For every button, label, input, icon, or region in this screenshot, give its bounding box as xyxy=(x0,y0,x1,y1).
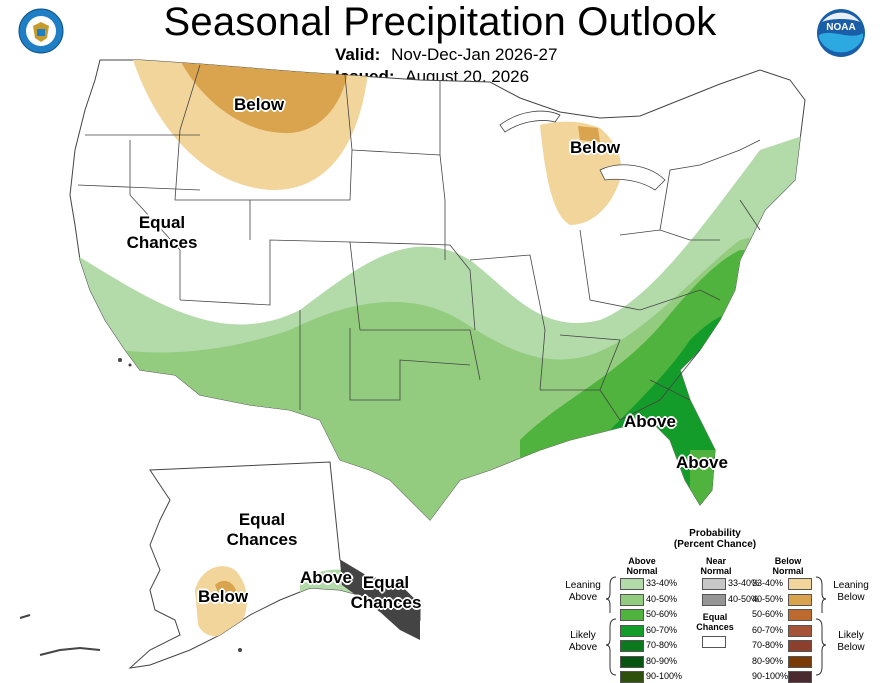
legend-above-swatch xyxy=(620,655,644,668)
legend-above-label: 70-80% xyxy=(646,640,678,650)
state-boundaries xyxy=(77,64,761,421)
legend-above-header: Above Normal xyxy=(626,556,658,576)
legend-above-label: 80-90% xyxy=(646,655,678,666)
legend-right-brace xyxy=(815,576,826,676)
valid-value: Nov-Dec-Jan 2026-27 xyxy=(391,45,558,64)
legend-below-label: 60-70% xyxy=(752,624,784,635)
label-below-alaska: Below xyxy=(198,587,249,606)
legend-equal-swatch xyxy=(702,636,726,648)
legend-near-header: Near Normal xyxy=(700,556,732,576)
legend-likely-above: Likely Above xyxy=(568,630,598,653)
legend-leaning-below: Leaning Below xyxy=(833,580,869,603)
legend-above-label: 33-40% xyxy=(646,578,678,588)
valid-line: Valid: Nov-Dec-Jan 2026-27 xyxy=(335,45,557,65)
label-equal-panhandle: Equal Chances xyxy=(350,573,422,612)
conus xyxy=(69,59,806,521)
legend-above-swatch xyxy=(620,671,644,683)
label-above-florida: Above xyxy=(676,453,728,472)
label-equal-west: Equal Chances xyxy=(126,213,198,252)
legend-left-brace xyxy=(606,576,617,676)
legend-above-label: 40-50% xyxy=(646,593,678,604)
alaska-below-zone xyxy=(195,566,247,637)
legend-above-swatch xyxy=(620,640,644,652)
legend-below-swatch xyxy=(788,593,812,606)
legend-near-label: 40-50% xyxy=(728,593,760,604)
legend-below-swatch xyxy=(788,624,812,637)
legend-below-swatch xyxy=(788,609,812,621)
label-above-alaska: Above xyxy=(300,568,352,587)
legend-below-label: 70-80% xyxy=(752,640,784,650)
legend-below-swatch xyxy=(788,671,812,683)
legend-below-swatch xyxy=(788,655,812,668)
commerce-seal-icon xyxy=(18,8,64,54)
legend-equal-header: Equal Chances xyxy=(696,612,734,632)
noaa-logo-icon: NOAA xyxy=(816,8,866,58)
great-lakes xyxy=(499,110,561,133)
legend-above-label: 90-100% xyxy=(646,671,683,681)
label-above-southeast: Above xyxy=(624,412,676,431)
legend-leaning-above: Leaning Above xyxy=(565,580,601,603)
legend-near-swatch xyxy=(702,578,726,590)
legend-above-label: 60-70% xyxy=(646,624,678,635)
label-below-michigan: Below xyxy=(570,138,621,157)
legend-title: Probability (Percent Chance) xyxy=(673,528,757,550)
below-michigan-zone xyxy=(540,121,622,225)
label-equal-alaska: Equal Chances xyxy=(226,510,298,549)
legend-above-swatch xyxy=(620,578,644,590)
legend-likely-below: Likely Below xyxy=(837,630,865,653)
legend-below-swatch xyxy=(788,640,812,652)
legend-below-label: 40-50% xyxy=(752,593,784,604)
legend-below-swatch xyxy=(788,578,812,590)
svg-text:NOAA: NOAA xyxy=(826,22,855,33)
alaska xyxy=(19,461,421,669)
legend-below-label: 33-40% xyxy=(752,578,784,588)
legend-near-label: 33-40% xyxy=(728,578,760,588)
legend-above-swatch xyxy=(620,609,644,621)
legend-below-label: 50-60% xyxy=(752,609,784,619)
legend-below-label: 80-90% xyxy=(752,655,784,666)
legend-above-label: 50-60% xyxy=(646,609,678,619)
legend-above-swatch xyxy=(620,624,644,637)
legend-below-header: Below Normal xyxy=(772,556,804,576)
valid-label: Valid: xyxy=(335,45,381,64)
legend-near-swatch xyxy=(702,593,726,606)
coastal-islands xyxy=(118,358,242,652)
legend-above-swatch xyxy=(620,593,644,606)
legend-below-label: 90-100% xyxy=(752,671,789,681)
label-below-north: Below xyxy=(234,95,285,114)
page-title: Seasonal Precipitation Outlook xyxy=(163,0,717,44)
